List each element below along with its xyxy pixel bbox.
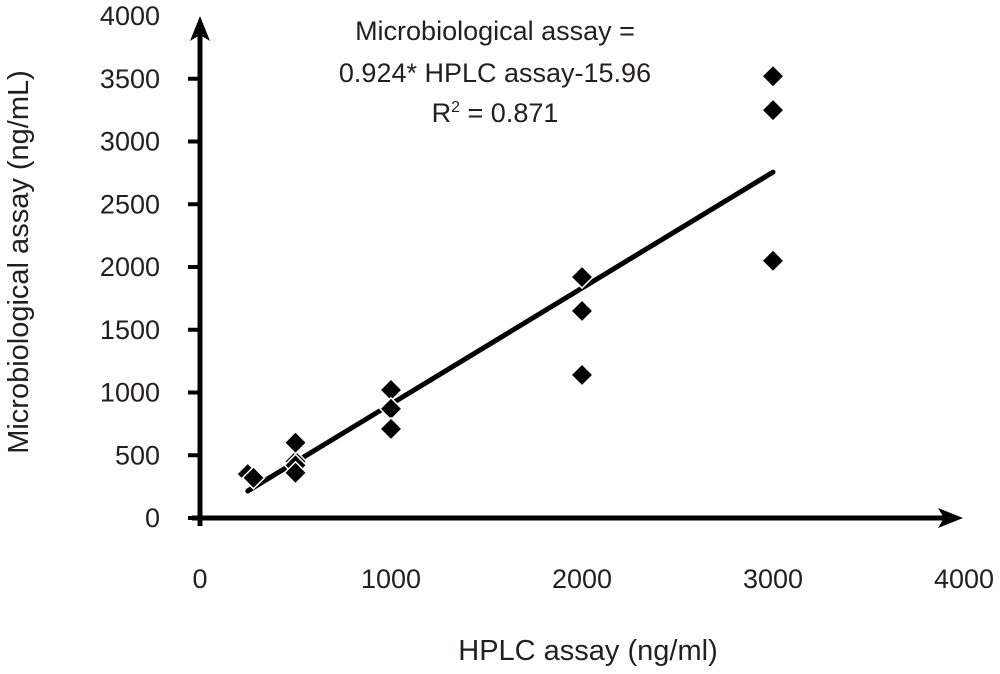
y-tick-label: 4000 xyxy=(100,1,160,31)
y-axis-arrow-icon xyxy=(190,16,210,41)
data-point xyxy=(760,248,786,273)
data-point xyxy=(378,416,404,441)
y-tick-label: 2000 xyxy=(100,252,160,282)
data-point xyxy=(760,64,786,89)
y-tick-label: 0 xyxy=(145,503,160,533)
data-point xyxy=(569,362,595,387)
y-tick-label: 500 xyxy=(115,440,160,470)
y-tick-label: 1500 xyxy=(100,315,160,345)
y-axis-title: Microbiological assay (ng/mL) xyxy=(3,70,35,454)
y-tick-label: 3000 xyxy=(100,127,160,157)
y-axis-ticks: 0 500 1000 1500 2000 2500 3000 3500 4000 xyxy=(100,1,200,533)
y-tick-label: 1000 xyxy=(100,378,160,408)
equation-line-2: 0.924* HPLC assay-15.96 xyxy=(339,58,651,88)
data-point xyxy=(241,465,266,490)
y-tick-label: 2500 xyxy=(100,189,160,219)
x-axis-title: HPLC assay (ng/ml) xyxy=(458,635,717,667)
x-tick-label: 3000 xyxy=(743,564,803,594)
x-tick-label: 0 xyxy=(192,564,207,594)
equation-line-1: Microbiological assay = xyxy=(355,16,635,46)
data-points xyxy=(235,64,786,490)
y-tick-label: 3500 xyxy=(100,64,160,94)
data-point xyxy=(760,98,786,123)
x-tick-label: 4000 xyxy=(934,564,994,594)
x-axis-ticks: 0 1000 2000 3000 4000 xyxy=(192,564,994,594)
data-point xyxy=(283,460,308,485)
r-squared-label: R2 = 0.871 xyxy=(432,98,559,128)
x-tick-label: 1000 xyxy=(361,564,421,594)
x-axis-arrow-icon xyxy=(938,508,963,528)
data-point xyxy=(569,264,595,290)
x-tick-label: 2000 xyxy=(552,564,612,594)
data-point xyxy=(569,298,595,323)
trendline xyxy=(245,169,776,494)
data-point xyxy=(283,430,308,455)
